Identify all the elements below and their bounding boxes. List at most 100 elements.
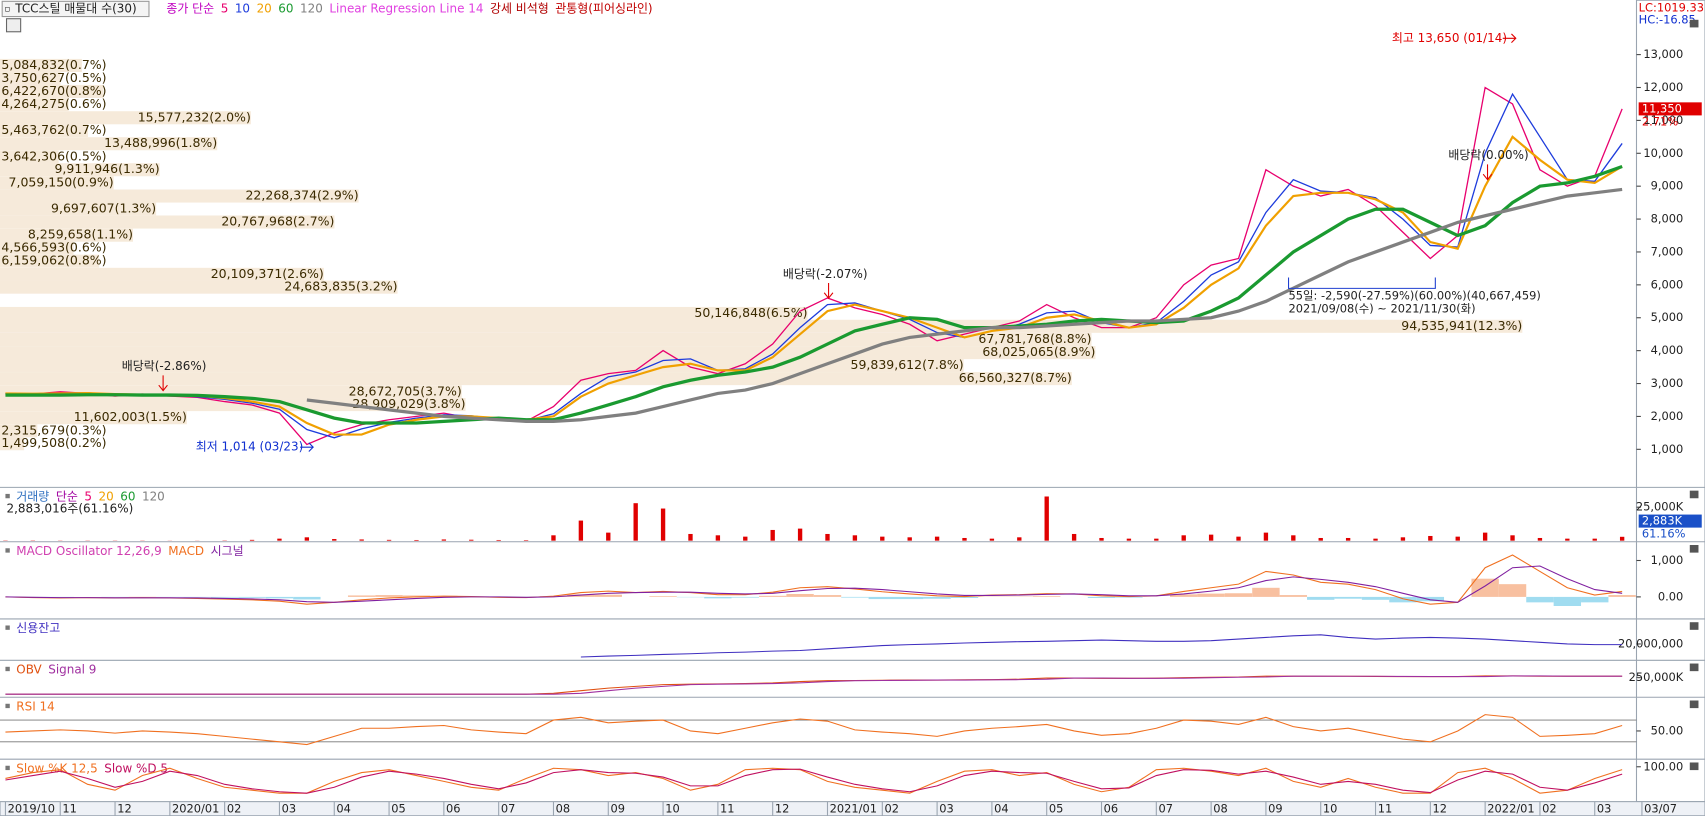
volume-profile-bar bbox=[0, 319, 1523, 333]
legend-item: Slow %D 5 bbox=[104, 762, 168, 776]
panel-icon[interactable] bbox=[1689, 545, 1699, 553]
legend-item: 60 bbox=[278, 1, 293, 15]
oscillator-bar bbox=[594, 594, 622, 597]
legend-item: RSI 14 bbox=[16, 700, 54, 714]
panel-icon[interactable] bbox=[1689, 490, 1699, 499]
last-price-box bbox=[1638, 102, 1702, 116]
legend-item: 거래량 bbox=[16, 490, 49, 504]
panel-icon[interactable] bbox=[1689, 762, 1699, 771]
x-tick-label: 2022/01 bbox=[1487, 802, 1534, 816]
volume-profile-bar bbox=[0, 124, 88, 138]
legend-marker bbox=[5, 493, 10, 499]
x-tick-label: 08 bbox=[556, 802, 571, 816]
x-tick-label: 2019/10 bbox=[8, 802, 55, 816]
oscillator-bar bbox=[567, 594, 595, 597]
x-tick-label: 02 bbox=[1542, 802, 1557, 816]
arrow bbox=[300, 442, 314, 452]
y-tick-label: 4,000 bbox=[1651, 343, 1684, 357]
legend-item: 10 bbox=[235, 1, 250, 15]
volume-profile-bar bbox=[0, 137, 218, 151]
annotation: 최고 13,650 (01/14) bbox=[1392, 31, 1507, 45]
volume-profile-label: 11,602,003(1.5%) bbox=[74, 409, 187, 424]
oscillator-bar bbox=[1581, 596, 1609, 603]
volume-profile-label: 20,109,371(2.6%) bbox=[211, 266, 324, 281]
legend-item: 120 bbox=[142, 490, 165, 504]
x-tick-label: 07 bbox=[501, 802, 516, 816]
y-tick-label: 3,000 bbox=[1651, 376, 1684, 390]
x-tick-label: 07 bbox=[1158, 802, 1173, 816]
volume-profile-label: 59,839,612(7.8%) bbox=[851, 357, 964, 372]
y-tick-label: 7,000 bbox=[1651, 244, 1684, 258]
volume-profile-label: 4,566,593(0.6%) bbox=[1, 240, 106, 255]
volume-profile-bar bbox=[0, 241, 74, 255]
last-price-label: 11,350 bbox=[1642, 101, 1682, 115]
legend-item: 120 bbox=[300, 1, 323, 15]
y-tick-label: 9,000 bbox=[1651, 179, 1684, 193]
volume-bar bbox=[332, 539, 337, 541]
volume-bar bbox=[1071, 533, 1077, 541]
x-tick-label: 11 bbox=[1378, 802, 1393, 816]
y-tick-label: 20,000,000 bbox=[1618, 636, 1683, 650]
volume-bar bbox=[1154, 538, 1159, 541]
volume-bar bbox=[1291, 535, 1296, 541]
volume-bar bbox=[633, 503, 638, 541]
y-tick-label: 13,000 bbox=[1643, 47, 1683, 61]
volume-profile-bar bbox=[0, 72, 61, 86]
legend-item: 20 bbox=[257, 1, 272, 15]
volume-profile-bar bbox=[0, 163, 160, 177]
toolbar-icon[interactable] bbox=[5, 18, 22, 33]
volume-profile-bar bbox=[0, 189, 359, 203]
volume-profile-bar bbox=[0, 202, 157, 216]
marker: ▫ bbox=[4, 4, 10, 14]
volume-profile-bar bbox=[0, 58, 82, 72]
panel-icon[interactable] bbox=[1689, 663, 1699, 672]
regression-bracket bbox=[1287, 277, 1436, 289]
legend-item: MACD bbox=[168, 544, 204, 558]
panel-icon[interactable] bbox=[1689, 622, 1699, 630]
legend-item: 관통형(피어싱라인) bbox=[555, 1, 652, 15]
volume-profile-bar bbox=[0, 280, 398, 294]
oscillator-bar bbox=[1416, 596, 1445, 602]
volume-bar bbox=[578, 520, 584, 541]
series-line bbox=[5, 565, 1623, 603]
volume-profile-label: 6,159,062(0.8%) bbox=[1, 253, 106, 268]
panel-icon[interactable] bbox=[1689, 700, 1699, 709]
volume-profile-label: 15,577,232(2.0%) bbox=[138, 109, 251, 124]
oscillator-bar bbox=[293, 596, 321, 600]
oscillator-bar bbox=[923, 596, 951, 599]
series-line bbox=[5, 714, 1623, 746]
volume-profile-bar bbox=[0, 358, 964, 372]
volume-bar bbox=[1345, 537, 1351, 541]
title-box[interactable] bbox=[1, 0, 150, 18]
legend-marker bbox=[5, 703, 10, 709]
volume-bar bbox=[1017, 537, 1022, 541]
annotation: 배당락(-2.07%) bbox=[783, 267, 868, 281]
volume-profile-label: 2,315,679(0.3%) bbox=[1, 422, 106, 437]
y-tick-label: 100.00 bbox=[1643, 759, 1683, 773]
x-tick-label: 03/07 bbox=[1644, 802, 1677, 816]
x-tick-label: 08 bbox=[1213, 802, 1228, 816]
oscillator-bar bbox=[1389, 596, 1417, 603]
legend-marker bbox=[5, 548, 10, 553]
panel-icon[interactable] bbox=[1689, 19, 1699, 28]
volume-profile-bar bbox=[0, 228, 134, 242]
oscillator-bar bbox=[347, 595, 376, 597]
legend-item: 종가 단순 bbox=[166, 1, 214, 15]
oscillator-bar bbox=[1498, 584, 1527, 597]
x-tick-label: 12 bbox=[117, 802, 132, 816]
volume-profile-label: 9,697,607(1.3%) bbox=[51, 200, 156, 215]
volume-summary: 2,883,016주(61.16%) bbox=[7, 502, 134, 516]
y-tick-label: 11,000 bbox=[1643, 113, 1683, 127]
series-line bbox=[5, 554, 1623, 605]
y-tick-label: 1,000 bbox=[1651, 442, 1684, 456]
x-tick-label: 11 bbox=[62, 802, 77, 816]
oscillator-bar bbox=[1033, 596, 1061, 597]
volume-bar bbox=[496, 539, 501, 541]
volume-profile-label: 4,264,275(0.6%) bbox=[1, 96, 106, 111]
y-tick-label: 10,000 bbox=[1643, 146, 1683, 160]
volume-profile-label: 9,911,946(1.3%) bbox=[54, 161, 159, 176]
volume-profile-bar bbox=[0, 254, 100, 268]
volume-profile-bar bbox=[0, 84, 104, 98]
annotation: 배당락(-2.86%) bbox=[122, 359, 207, 373]
